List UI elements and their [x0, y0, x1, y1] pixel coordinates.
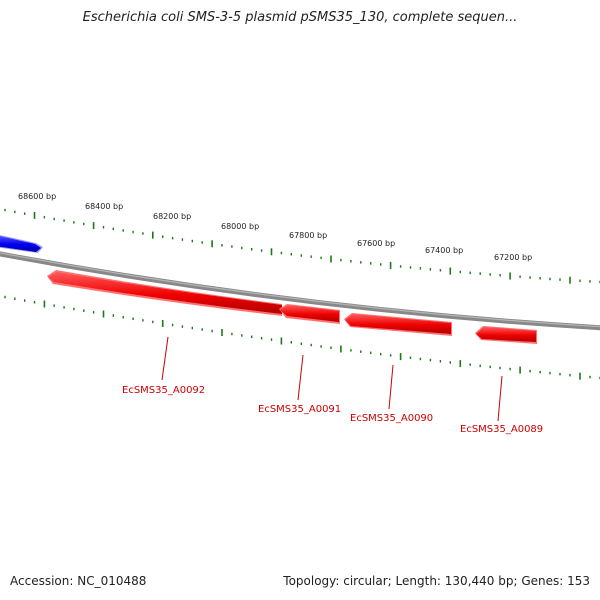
- tick-label: 67800 bp: [289, 231, 327, 240]
- gene-labels: EcSMS35_A0092 EcSMS35_A0091 EcSMS35_A009…: [122, 385, 543, 435]
- gene-label: EcSMS35_A0092: [122, 385, 205, 396]
- gene-label: EcSMS35_A0091: [258, 404, 341, 415]
- outer-tick-ring: [4, 208, 600, 284]
- tick-label: 67400 bp: [425, 246, 463, 255]
- tick-labels: 68600 bp 68400 bp 68200 bp 68000 bp 6780…: [18, 192, 532, 262]
- gene-ecsms35-a0089[interactable]: [475, 326, 537, 344]
- tick-label: 67600 bp: [357, 239, 395, 248]
- tick-label: 68600 bp: [18, 192, 56, 201]
- tick-label: 68000 bp: [221, 222, 259, 231]
- gene-ecsms35-a0091[interactable]: [279, 304, 340, 324]
- tick-label: 67200 bp: [494, 253, 532, 262]
- gene-label-lines: [161, 336, 503, 422]
- inner-tick-ring: [4, 295, 600, 380]
- accession-label: Accession: NC_010488: [10, 574, 147, 588]
- gene-ecsms35-a0090[interactable]: [344, 313, 452, 336]
- summary-label: Topology: circular; Length: 130,440 bp; …: [283, 574, 590, 588]
- gene-ecsms35-a0092[interactable]: [47, 270, 282, 316]
- plasmid-backbone: [0, 251, 600, 331]
- gene-label: EcSMS35_A0090: [350, 413, 433, 424]
- gene-label: EcSMS35_A0089: [460, 424, 543, 435]
- tick-label: 68200 bp: [153, 212, 191, 221]
- gene-features: [0, 234, 537, 344]
- gene-forward[interactable]: [0, 234, 43, 253]
- map-title: Escherichia coli SMS-3-5 plasmid pSMS35_…: [82, 10, 518, 25]
- tick-label: 68400 bp: [85, 202, 123, 211]
